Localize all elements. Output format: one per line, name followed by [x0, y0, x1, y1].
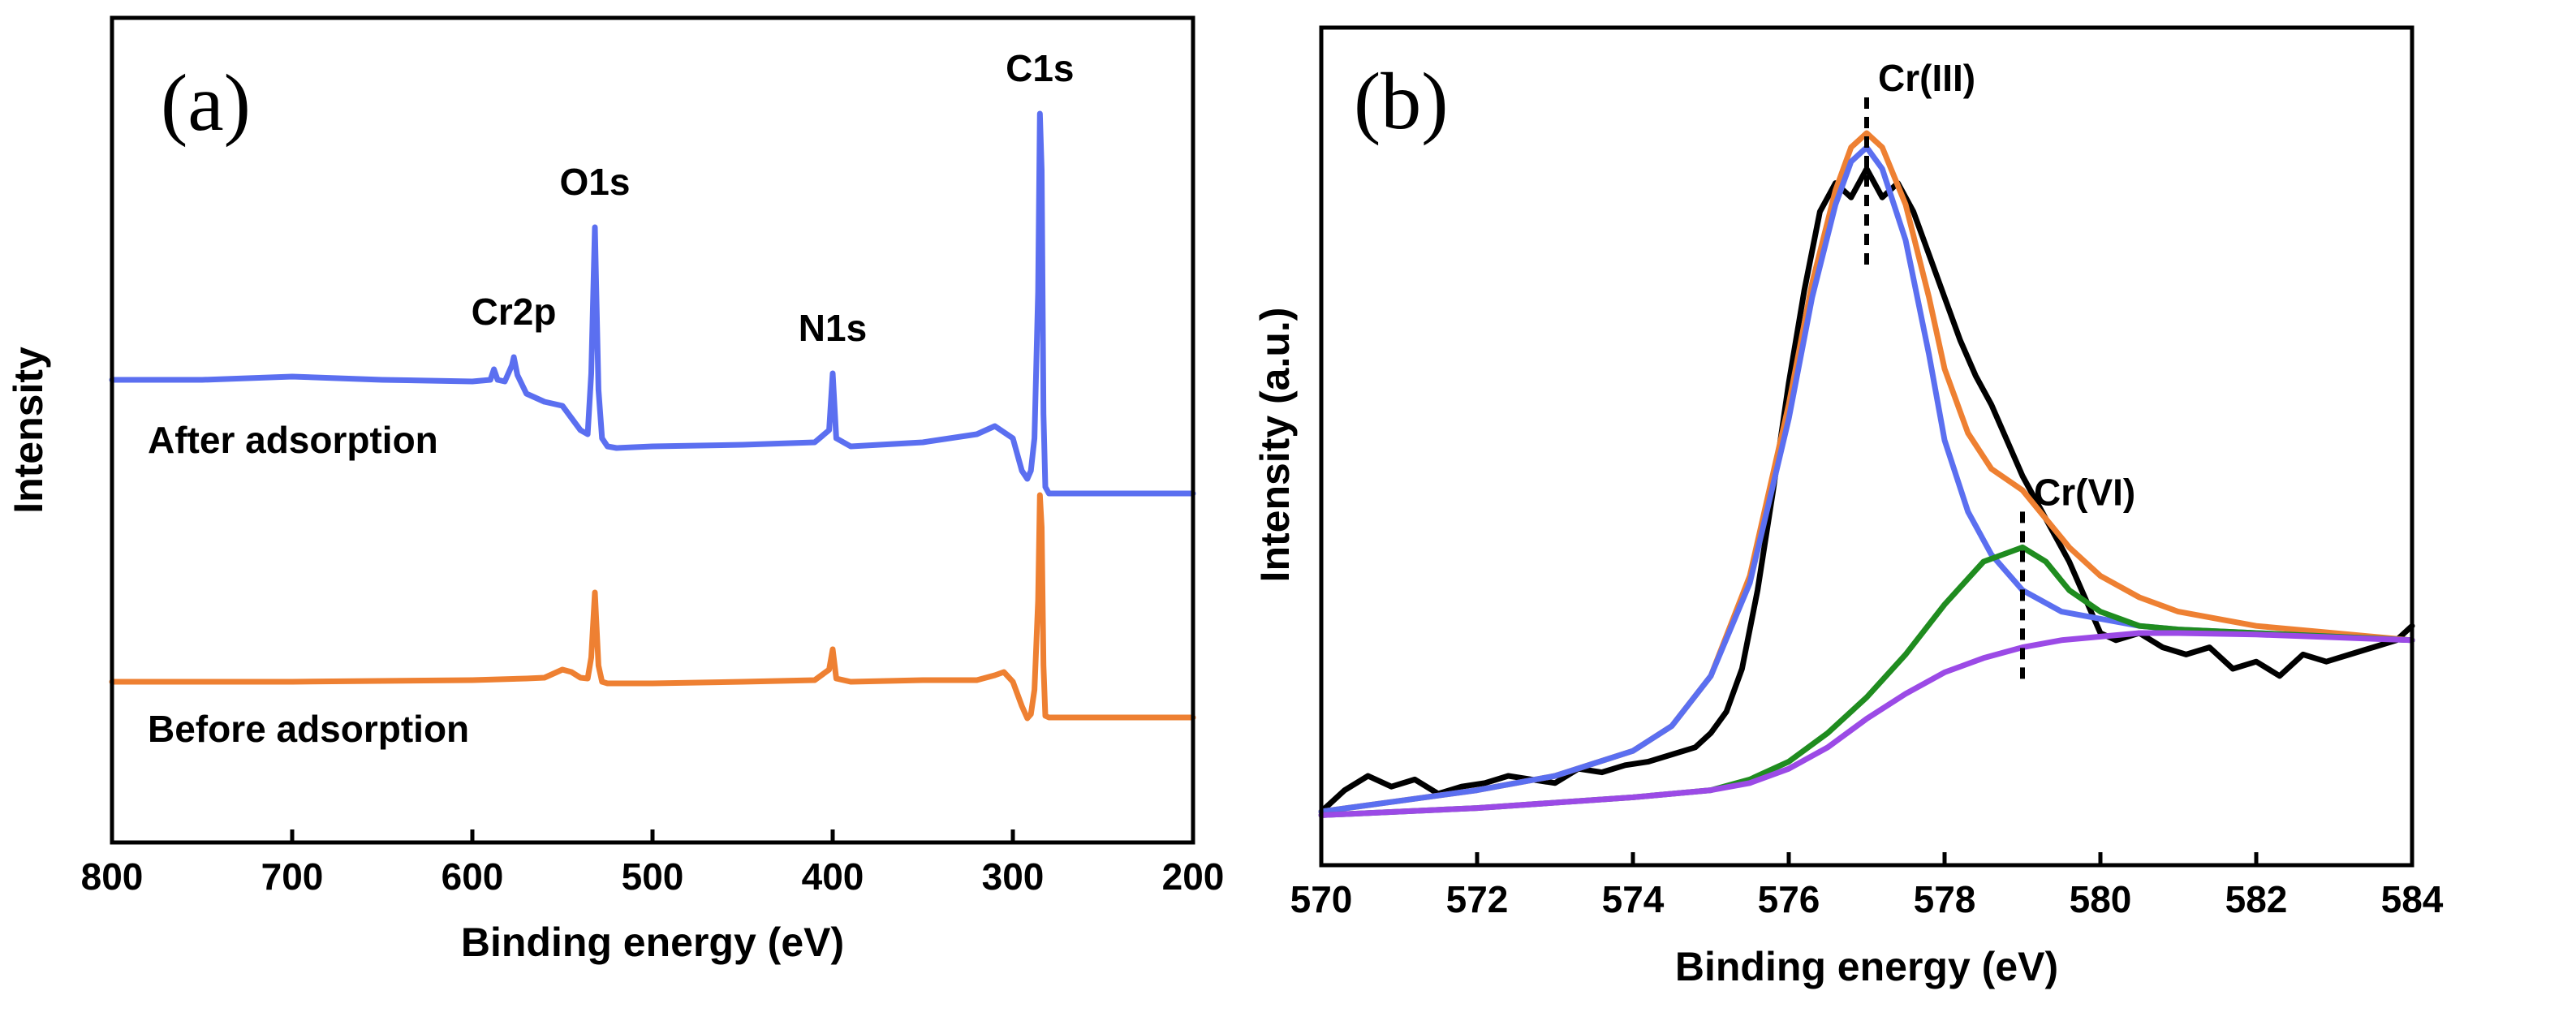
- panel-b-frame: [1319, 25, 2414, 868]
- xtick-label-600: 600: [442, 855, 504, 898]
- panel-b-xticks: 570 572 574 576 578 580 582 584: [1290, 852, 2444, 920]
- peak-label-o1s: O1s: [559, 161, 630, 203]
- xtick-label-500: 500: [622, 855, 684, 898]
- panel-b-series: [1318, 130, 2415, 818]
- xtick-label-578: 578: [1914, 878, 1976, 920]
- panel-a: 800 700 600 500 400 300 200 (a) Binding energy…: [6, 15, 1225, 965]
- peak-label-cr-vi: Cr(VI): [2034, 471, 2135, 513]
- panel-b: 570 572 574 576 578 580 582 584 (b) Binding ene…: [1252, 25, 2444, 989]
- series-label-after-adsorption: After adsorption: [148, 419, 438, 461]
- xtick-label-570: 570: [1290, 878, 1353, 920]
- peak-label-cr-iii: Cr(III): [1878, 57, 1975, 99]
- panel-a-label: (a): [161, 58, 251, 148]
- panel-a-xlabel: Binding energy (eV): [461, 920, 844, 965]
- xtick-label-800: 800: [81, 855, 144, 898]
- panel-b-label: (b): [1354, 56, 1449, 146]
- xtick-label-576: 576: [1758, 878, 1820, 920]
- xtick-label-200: 200: [1162, 855, 1225, 898]
- panel-a-annotations: C1s O1s N1s Cr2p: [472, 47, 1075, 349]
- panel-b-ylabel: Intensity (a.u.): [1252, 308, 1298, 583]
- series-line-before-adsorption: [109, 492, 1196, 722]
- peak-label-n1s: N1s: [799, 307, 867, 349]
- series-label-before-adsorption: Before adsorption: [148, 708, 469, 750]
- peak-label-cr2p: Cr2p: [472, 291, 557, 333]
- series-line-background: [1318, 630, 2415, 818]
- xtick-label-400: 400: [802, 855, 864, 898]
- panel-b-xlabel: Binding energy (eV): [1675, 944, 2058, 989]
- xtick-label-582: 582: [2225, 878, 2288, 920]
- xtick-label-700: 700: [261, 855, 324, 898]
- xtick-label-574: 574: [1602, 878, 1665, 920]
- panel-a-xticks: 800 700 600 500 400 300 200: [81, 829, 1225, 898]
- xtick-label-572: 572: [1446, 878, 1509, 920]
- peak-label-c1s: C1s: [1006, 47, 1074, 89]
- panel-b-annotations: Cr(III) Cr(VI): [1864, 57, 2135, 686]
- panel-a-ylabel: Intensity: [6, 347, 51, 514]
- xtick-label-580: 580: [2070, 878, 2132, 920]
- xtick-label-584: 584: [2381, 878, 2444, 920]
- panel-a-series: [109, 110, 1196, 722]
- series-line-after-adsorption: [109, 110, 1196, 497]
- xtick-label-300: 300: [982, 855, 1045, 898]
